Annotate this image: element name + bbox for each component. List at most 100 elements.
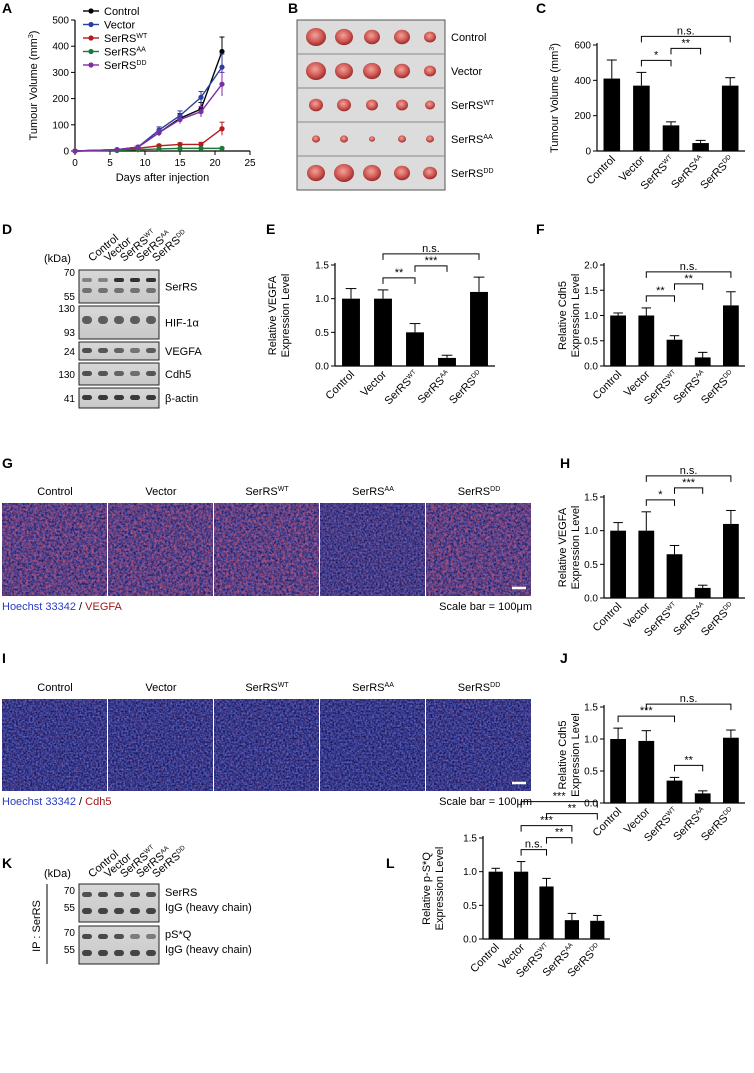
blot-band bbox=[114, 395, 124, 400]
data-point bbox=[219, 64, 225, 70]
stain-legend-hoechst: Hoechst 33342 bbox=[2, 796, 76, 808]
immunofluorescence-cdh5: Control Vector SerRSWT SerRSAA SerRSDDHoechs… bbox=[2, 682, 532, 808]
y-label-line2: Expression Level bbox=[280, 274, 292, 358]
legend-entry: SerRSWT bbox=[104, 33, 148, 45]
y-label-line2: Expression Level bbox=[570, 713, 582, 797]
category-label: Control bbox=[591, 601, 625, 635]
marker-label: 70 bbox=[64, 886, 76, 897]
category-label: Control bbox=[468, 942, 502, 976]
western-blot-d: (kDa) ControlVectorSerRSWTSerRSAASerRSDDS… bbox=[44, 228, 202, 409]
marker-label: 55 bbox=[64, 292, 76, 303]
label-superscript: AA bbox=[159, 228, 171, 239]
significance-label: *** bbox=[425, 255, 439, 267]
legend-swatch-dot bbox=[88, 21, 94, 28]
marker-label: 55 bbox=[64, 903, 76, 914]
marker-label: 70 bbox=[64, 268, 76, 279]
blot-band bbox=[146, 348, 156, 353]
y-tick-label: 1.5 bbox=[584, 493, 598, 504]
label-superscript: DD bbox=[136, 60, 146, 67]
stain-legend: Hoechst 33342 / Cdh5 bbox=[2, 796, 111, 808]
label-superscript: WT bbox=[537, 942, 549, 954]
tumour-specimen bbox=[306, 28, 326, 46]
tumour-specimen bbox=[306, 62, 326, 80]
blot-band bbox=[82, 950, 92, 956]
tumour-specimen bbox=[423, 166, 437, 180]
series-line bbox=[74, 83, 223, 152]
x-axis-label: Days after injection bbox=[116, 172, 210, 184]
x-tick-label: 25 bbox=[244, 158, 256, 169]
label-superscript: AA bbox=[692, 153, 704, 165]
category-label: SerRSDD bbox=[699, 600, 737, 638]
label-base: SerRS bbox=[352, 682, 384, 694]
marker-label: 93 bbox=[64, 328, 76, 339]
data-point bbox=[198, 145, 204, 151]
tumour-specimen bbox=[394, 29, 410, 45]
stain-legend-marker: Cdh5 bbox=[85, 796, 111, 808]
blot-band bbox=[130, 908, 140, 914]
legend-entry: Vector bbox=[104, 20, 136, 32]
y-tick-label: 0.5 bbox=[315, 328, 329, 339]
blot-band bbox=[130, 316, 140, 324]
panel-letter-g: G bbox=[2, 455, 13, 471]
significance-label: ** bbox=[395, 267, 404, 279]
marker-label: 130 bbox=[58, 370, 75, 381]
bar bbox=[342, 298, 360, 366]
tumour-row-label: Control bbox=[451, 32, 486, 44]
y-tick-label: 1.5 bbox=[315, 261, 329, 272]
kda-label: (kDa) bbox=[44, 253, 71, 265]
blot-strip bbox=[78, 883, 160, 923]
y-tick-label: 0.5 bbox=[463, 901, 477, 912]
significance-label: *** bbox=[540, 815, 554, 827]
panel-letter-a: A bbox=[2, 0, 12, 16]
blot-band bbox=[130, 950, 140, 956]
label-base: SerRS bbox=[458, 486, 490, 498]
tumour-specimen bbox=[394, 63, 410, 79]
significance-bracket bbox=[670, 47, 702, 55]
image-column-label: SerRSWT bbox=[245, 682, 289, 694]
bar bbox=[638, 740, 655, 803]
data-point bbox=[156, 130, 162, 136]
tumour-specimen bbox=[340, 135, 348, 143]
x-tick-label: 0 bbox=[72, 158, 78, 169]
y-label-sup: 3 bbox=[28, 34, 35, 38]
blot-band bbox=[114, 950, 124, 956]
data-point bbox=[219, 126, 225, 132]
marker-signal bbox=[320, 699, 425, 791]
bar bbox=[438, 357, 456, 366]
y-label-line2: Expression Level bbox=[434, 847, 446, 931]
tumour-row-label: SerRSWT bbox=[451, 100, 495, 112]
blot-band bbox=[98, 348, 108, 353]
y-axis-label: Tumour Volume (mm3) bbox=[549, 43, 561, 153]
significance-bracket bbox=[645, 295, 675, 302]
tumour-specimen bbox=[398, 135, 406, 143]
tumour-specimen bbox=[312, 135, 320, 143]
bar bbox=[694, 357, 711, 366]
significance-label: ** bbox=[568, 803, 577, 815]
marker-signal bbox=[320, 503, 425, 596]
significance-bracket bbox=[645, 271, 732, 278]
label-base: Control bbox=[584, 154, 618, 188]
blot-row-label: SerRS bbox=[165, 887, 197, 899]
significance-bracket bbox=[674, 764, 704, 772]
significance-label: n.s. bbox=[422, 243, 440, 255]
image-column-label: SerRSDD bbox=[458, 682, 501, 694]
label-superscript: AA bbox=[563, 941, 575, 953]
label-superscript: AA bbox=[159, 844, 171, 855]
panel-letter-e: E bbox=[266, 221, 275, 237]
y-label-sup: 3 bbox=[549, 47, 556, 51]
y-tick-label: 0.0 bbox=[584, 799, 598, 810]
y-tick-label: 2.0 bbox=[584, 261, 598, 272]
category-label: Control bbox=[584, 154, 618, 188]
image-column-label: Control bbox=[37, 682, 72, 694]
bar bbox=[662, 125, 680, 151]
scale-bar-label: Scale bar = 100μm bbox=[439, 601, 532, 613]
image-column-label: Vector bbox=[145, 682, 177, 694]
tumour-specimen bbox=[309, 98, 323, 112]
image-column-label: SerRSAA bbox=[352, 486, 394, 498]
blot-row-label: IgG (heavy chain) bbox=[165, 944, 252, 956]
y-tick-label: 600 bbox=[574, 41, 591, 52]
blot-band bbox=[146, 278, 156, 282]
legend-entry: Control bbox=[104, 6, 139, 18]
label-superscript: WT bbox=[661, 154, 673, 166]
panel-letter-c: C bbox=[536, 0, 546, 16]
